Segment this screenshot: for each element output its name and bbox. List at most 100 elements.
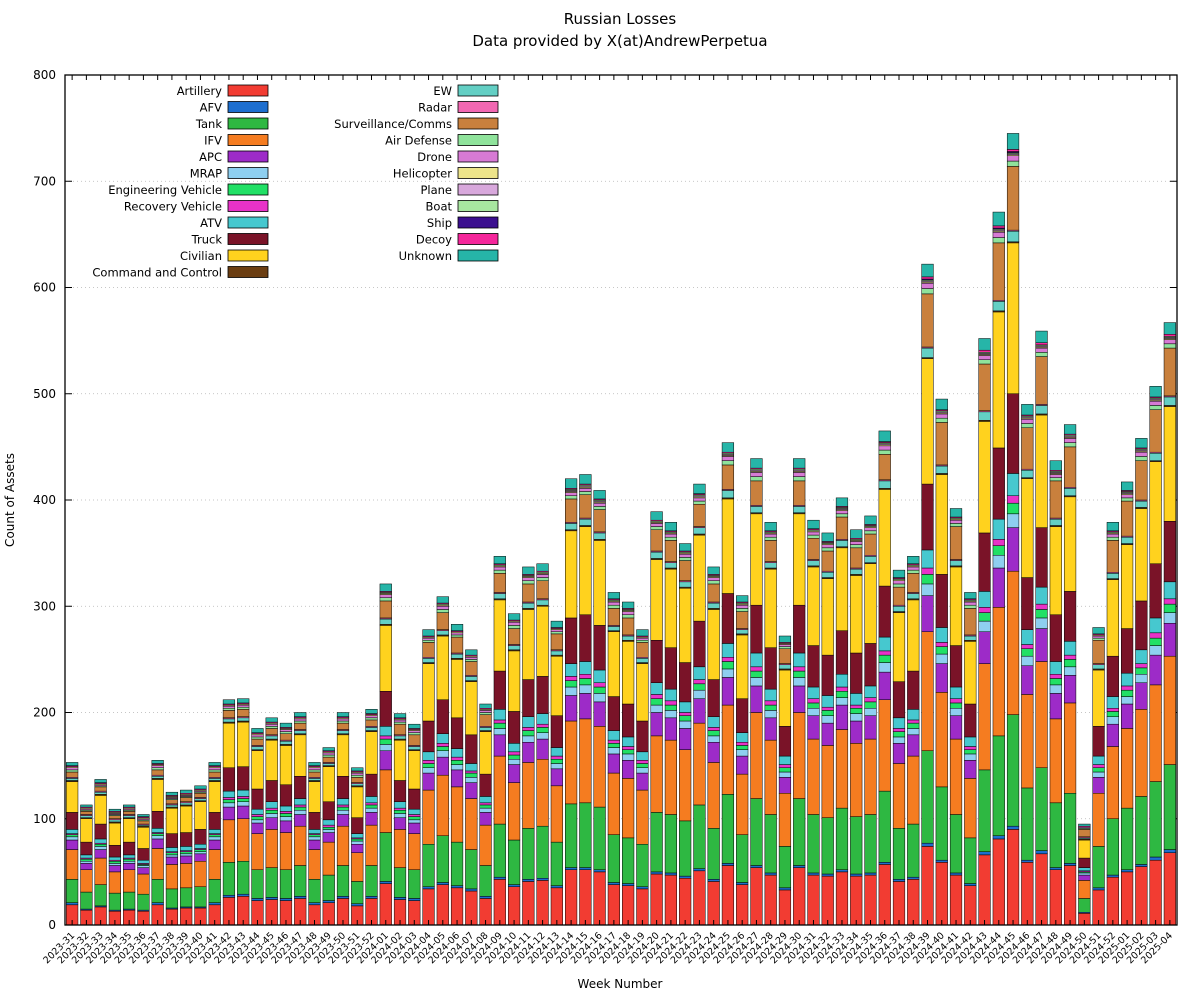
bar-segment	[322, 827, 335, 830]
bar-segment	[707, 730, 720, 737]
bar-segment	[536, 580, 549, 600]
bar-segment	[1121, 696, 1134, 705]
bar-segment	[422, 640, 435, 643]
bar-segment	[1021, 665, 1034, 695]
bar-segment	[864, 697, 877, 703]
bar-segment	[436, 596, 449, 604]
bar-segment	[607, 631, 620, 697]
bar-segment	[222, 819, 236, 863]
bar-segment	[336, 798, 350, 806]
bar-segment	[707, 716, 720, 728]
bar-segment	[679, 875, 692, 879]
bar-segment	[579, 494, 592, 519]
bar-segment	[793, 604, 806, 654]
bar-segment	[251, 833, 264, 870]
bar-segment	[436, 884, 449, 926]
bar-segment	[964, 749, 977, 755]
bar-segment	[237, 805, 250, 819]
bar-segment	[465, 770, 478, 774]
bar-segment	[465, 890, 478, 926]
bar-segment	[721, 704, 735, 795]
bar-segment	[1121, 871, 1134, 926]
bar-segment	[949, 560, 963, 567]
bar-segment	[1049, 480, 1062, 519]
bar-segment	[251, 869, 264, 899]
bar-segment	[1106, 708, 1119, 712]
bar-segment	[593, 490, 606, 500]
bar-segment	[778, 793, 792, 847]
bar-segment	[650, 712, 663, 737]
bar-segment	[650, 735, 663, 813]
bar-segment	[778, 669, 792, 727]
bar-segment	[365, 717, 378, 721]
bar-segment	[850, 873, 863, 877]
bar-segment	[707, 566, 720, 575]
y-tick-label: 200	[33, 706, 56, 720]
bar-segment	[265, 897, 278, 900]
bar-segment	[507, 839, 521, 885]
bar-segment	[365, 796, 378, 804]
bar-segment	[764, 739, 777, 815]
bar-segment	[664, 814, 677, 874]
bar-segment	[807, 814, 820, 874]
bar-segment	[94, 884, 107, 907]
bar-segment	[964, 778, 977, 839]
bar-segment	[450, 624, 464, 631]
bar-segment	[878, 445, 891, 451]
bar-segment	[536, 676, 549, 714]
bar-segment	[294, 798, 307, 806]
bar-segment	[664, 522, 677, 532]
bar-segment	[422, 772, 435, 791]
bar-segment	[835, 691, 849, 698]
bar-segment	[365, 896, 378, 899]
bar-segment	[1049, 518, 1062, 526]
bar-segment	[807, 738, 820, 815]
bar-segment	[322, 824, 335, 828]
bar-segment	[450, 634, 464, 638]
bar-segment	[907, 569, 920, 574]
bar-segment	[1035, 853, 1048, 926]
bar-segment	[493, 593, 506, 600]
bar-segment	[479, 812, 492, 826]
bar-segment	[622, 749, 635, 755]
bar-segment	[180, 802, 193, 806]
bar-segment	[964, 641, 977, 705]
bar-segment	[408, 732, 421, 736]
bar-segment	[379, 769, 392, 833]
bar-segment	[750, 458, 763, 469]
bar-segment	[807, 702, 820, 709]
bar-segment	[978, 631, 991, 664]
bar-segment	[108, 861, 121, 864]
bar-segment	[393, 817, 407, 830]
bar-segment	[764, 710, 777, 719]
bar-segment	[393, 780, 407, 802]
bar-segment	[393, 829, 407, 868]
bar-segment	[507, 650, 521, 712]
bar-segment	[921, 842, 934, 847]
bar-segment	[194, 851, 207, 855]
bar-segment	[251, 819, 264, 824]
bar-segment	[80, 815, 93, 818]
bar-segment	[892, 731, 906, 738]
bar-segment	[1078, 857, 1091, 868]
bar-segment	[935, 862, 948, 926]
bar-segment	[850, 875, 863, 926]
bar-segment	[251, 728, 264, 733]
bar-segment	[707, 679, 720, 717]
bar-segment	[1106, 874, 1119, 878]
bar-segment	[308, 778, 321, 781]
bar-segment	[123, 854, 136, 859]
legend-swatch	[457, 134, 499, 146]
bar-segment	[137, 827, 150, 849]
bar-segment	[308, 769, 321, 773]
bar-segment	[921, 347, 934, 358]
bar-segment	[935, 646, 948, 655]
bar-segment	[778, 846, 792, 889]
bar-segment	[1163, 334, 1176, 337]
legend-swatch	[457, 101, 499, 113]
bar-segment	[636, 663, 649, 722]
bar-segment	[622, 601, 635, 609]
bar-segment	[308, 839, 321, 850]
bar-segment	[764, 814, 777, 874]
bar-segment	[208, 849, 221, 880]
